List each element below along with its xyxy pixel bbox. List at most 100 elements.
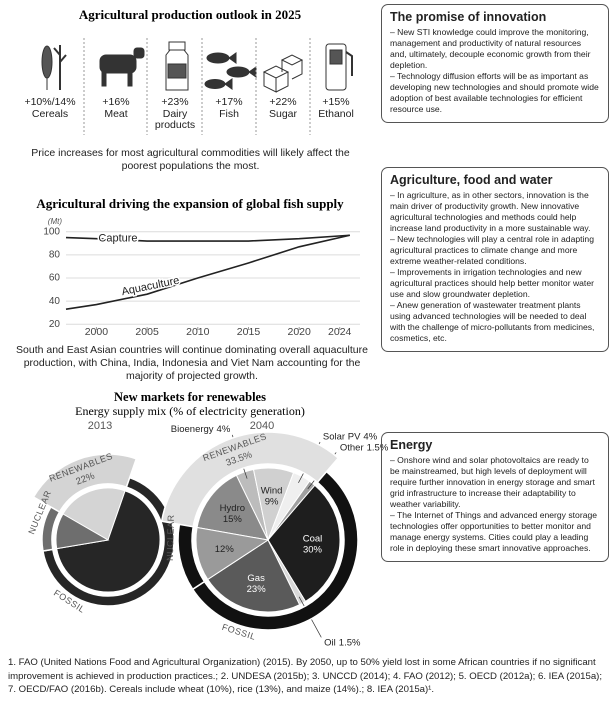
outlook-note: Price increases for most agricultural co… bbox=[31, 147, 350, 172]
box-paragraph: – Technology diffusion efforts will be a… bbox=[390, 71, 599, 114]
y-tick-label: 40 bbox=[49, 296, 61, 307]
item-label: Fish bbox=[219, 107, 239, 120]
chart-title: Agricultural driving the expansion of gl… bbox=[36, 196, 344, 211]
x-tick-label: 2024 bbox=[328, 326, 352, 338]
group-band bbox=[160, 431, 340, 528]
sugar-icon bbox=[262, 54, 304, 93]
x-tick-label: 2000 bbox=[85, 326, 109, 338]
pie-title: 2040 bbox=[250, 420, 274, 432]
info-box: The promise of innovation – New STI knowl… bbox=[381, 4, 609, 123]
item-value: +22% bbox=[269, 96, 297, 108]
box-title: The promise of innovation bbox=[390, 10, 547, 24]
slice-name: Bioenergy bbox=[171, 424, 214, 435]
slice-value: 23% bbox=[247, 584, 267, 595]
series-label: Capture bbox=[98, 233, 137, 245]
item-value: +16% bbox=[102, 96, 130, 108]
slice-value: 12% bbox=[215, 543, 235, 554]
x-tick-label: 2015 bbox=[237, 326, 261, 338]
slice-value: 4% bbox=[363, 431, 377, 442]
box-paragraph: – Anew generation of wastewater treatmen… bbox=[390, 300, 595, 343]
y-tick-label: 100 bbox=[43, 226, 60, 237]
item-label: Cereals bbox=[31, 107, 69, 120]
outlook-item: +17% Fish bbox=[199, 96, 259, 120]
box-paragraph: – New technologies will play a central r… bbox=[390, 234, 594, 266]
group-band bbox=[41, 505, 61, 552]
slice-value: 1.5% bbox=[339, 637, 361, 648]
fish-note: South and East Asian countries will cont… bbox=[16, 344, 368, 382]
outlook-item: +15% Ethanol bbox=[306, 96, 366, 120]
group-label: NUCLEAR bbox=[165, 514, 176, 561]
y-unit: (Mt) bbox=[48, 217, 63, 226]
item-label: Dairy products bbox=[154, 107, 196, 131]
x-tick-label: 2005 bbox=[135, 326, 159, 338]
dairy-icon bbox=[165, 41, 189, 91]
slice-name: Gas bbox=[247, 573, 265, 584]
icons bbox=[41, 41, 353, 93]
group-band bbox=[177, 523, 206, 591]
item-value: +23% bbox=[161, 96, 189, 108]
outlook-item: +22% Sugar bbox=[253, 96, 313, 120]
y-tick-label: 20 bbox=[49, 319, 61, 330]
slice-value: 30% bbox=[303, 544, 323, 555]
slice-label: Oil 1.5% bbox=[324, 637, 361, 648]
cereals-icon bbox=[41, 45, 67, 90]
slice-name: Hydro bbox=[220, 503, 245, 514]
footnote: 1. FAO (United Nations Food and Agricult… bbox=[8, 657, 603, 695]
pie-slice bbox=[56, 490, 161, 593]
series-line bbox=[65, 234, 350, 242]
slice-value: 1.5% bbox=[367, 442, 389, 453]
box-paragraph: – The Internet of Things and advanced en… bbox=[390, 510, 598, 553]
box-paragraph: – Improvements in irrigation technologie… bbox=[390, 267, 594, 299]
box-paragraph: – New STI knowledge could improve the mo… bbox=[390, 27, 591, 70]
slice-value: 15% bbox=[223, 514, 243, 525]
slice-value: 9% bbox=[265, 496, 279, 507]
item-label: Ethanol bbox=[318, 107, 354, 120]
pie-slice bbox=[196, 474, 269, 541]
pie-slice bbox=[267, 484, 341, 603]
outlook-title: Agricultural production outlook in 2025 bbox=[79, 7, 302, 22]
item-value: +10%/14% bbox=[24, 96, 76, 108]
ethanol-icon bbox=[325, 43, 353, 91]
box-paragraph: – Onshore wind and solar photovoltaics a… bbox=[390, 455, 595, 509]
slice-name: Solar PV bbox=[323, 431, 361, 442]
renewables-subtitle: Energy supply mix (% of electricity gene… bbox=[75, 404, 305, 418]
separators bbox=[83, 38, 311, 135]
item-value: +15% bbox=[322, 96, 350, 108]
pie-slice bbox=[55, 513, 110, 550]
slice-name: Oil bbox=[324, 637, 336, 648]
renewables-title: New markets for renewables bbox=[114, 390, 266, 404]
slice-value: 4% bbox=[217, 424, 231, 435]
y-tick-label: 80 bbox=[49, 250, 61, 261]
outlook-item: +23% Dairy products bbox=[145, 96, 205, 132]
pie-slice bbox=[195, 526, 270, 581]
slice-label: Bioenergy 4% bbox=[171, 424, 231, 435]
x-tick-label: 2010 bbox=[186, 326, 210, 338]
slice-name: Coal bbox=[303, 533, 323, 544]
group-band bbox=[32, 453, 138, 514]
pie-title: 2013 bbox=[88, 420, 112, 432]
item-value: +17% bbox=[215, 96, 243, 108]
slice-label: Other 1.5% bbox=[340, 442, 389, 453]
pie-slice bbox=[62, 487, 126, 541]
series-line bbox=[65, 234, 351, 310]
slice-label: Coal 30% bbox=[303, 533, 323, 555]
slice-name: Wind bbox=[261, 485, 283, 496]
info-box: Energy – Onshore wind and solar photovolt… bbox=[381, 432, 609, 562]
box-paragraph: – In agriculture, as in other sectors, i… bbox=[390, 190, 591, 233]
meat-icon bbox=[99, 47, 145, 87]
x-tick-label: 2020 bbox=[287, 326, 311, 338]
item-label: Sugar bbox=[268, 107, 298, 120]
y-tick-label: 60 bbox=[49, 273, 61, 284]
slice-label: Solar PV 4% bbox=[323, 431, 378, 442]
fish-icon bbox=[204, 52, 257, 90]
info-box: Agriculture, food and water – In agricult… bbox=[381, 167, 609, 352]
box-title: Agriculture, food and water bbox=[390, 173, 553, 187]
slice-label: Gas 23% bbox=[247, 573, 267, 595]
slice-label: 12% bbox=[215, 543, 235, 554]
slice-label: Wind 9% bbox=[261, 485, 283, 507]
item-label: Meat bbox=[104, 107, 128, 120]
box-title: Energy bbox=[390, 438, 433, 452]
outlook-item: +10%/14% Cereals bbox=[20, 96, 80, 120]
